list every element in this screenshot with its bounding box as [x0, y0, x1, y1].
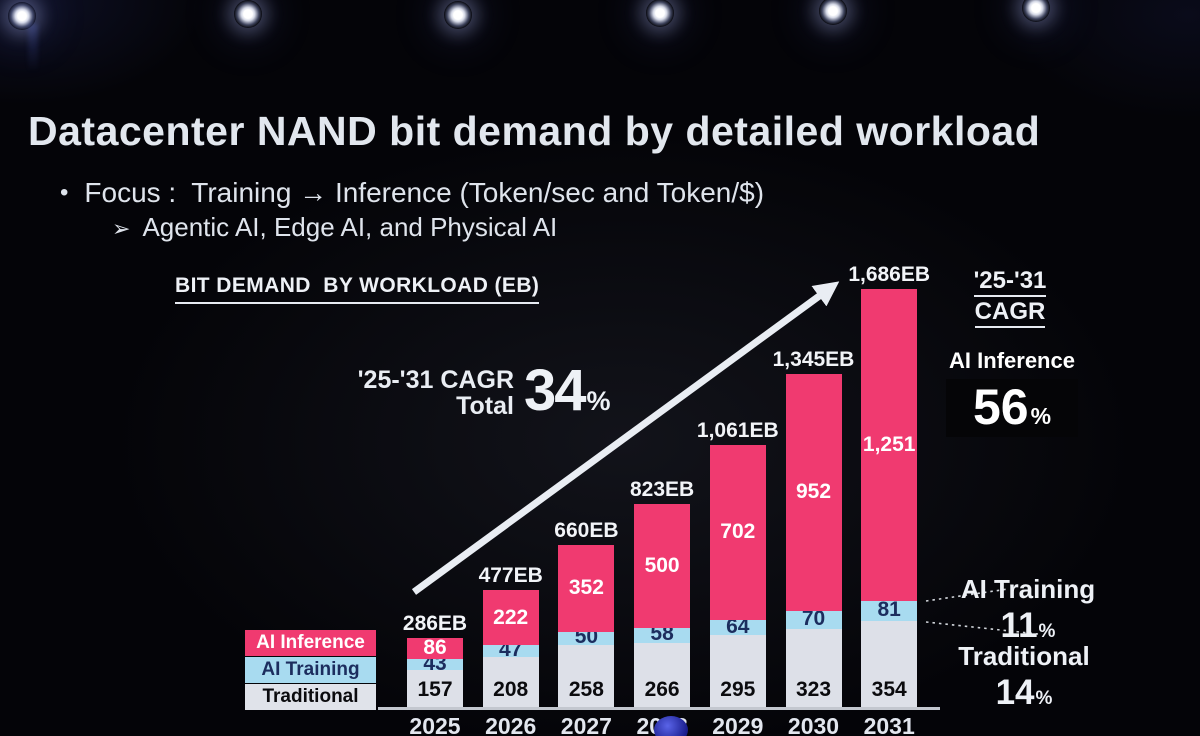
bar-total-label: 286EB [402, 611, 468, 635]
bar-segment-ai-training: 47 [482, 639, 539, 661]
slide-title: Datacenter NAND bit demand by detailed w… [28, 108, 1041, 154]
camera-lens-artifact [654, 716, 688, 736]
segment-value-label: 86 [423, 636, 447, 660]
stage-light-icon [8, 2, 36, 30]
sub-bullet-text: Agentic AI, Edge AI, and Physical AI [142, 212, 558, 242]
segment-value-label: 258 [568, 677, 604, 701]
stage-light-beam [28, 24, 38, 72]
x-axis-year-label: 2029 [712, 713, 764, 736]
bar-total-label: 477EB [478, 564, 543, 588]
segment-value-label: 70 [801, 606, 826, 630]
ai-inference-cagr-value: 56 % [946, 379, 1078, 437]
bar-total-label: 660EB [554, 518, 619, 542]
segment-value-label: 208 [493, 677, 529, 701]
segment-value-label: 58 [650, 622, 674, 646]
segment-value-label: 352 [568, 576, 604, 600]
arrowhead-bullet-icon: ➢ [112, 216, 131, 241]
bar-segment-ai-inference: 86 [407, 637, 463, 660]
bar-segment-ai-inference: 352 [558, 544, 615, 633]
bar-total-label: 1,345EB [772, 347, 855, 371]
ai-training-cagr-label: AI Training [960, 574, 1096, 604]
cagr-total-annotation: '25-'31 CAGR Total [328, 367, 514, 419]
cagr-total-label-line1: '25-'31 CAGR [357, 366, 514, 394]
segment-value-label: 1,251 [862, 432, 916, 456]
x-axis-year-label: 2031 [863, 713, 915, 736]
bar-segment-ai-inference: 1,251 [861, 288, 918, 601]
segment-value-label: 952 [795, 480, 832, 504]
cagr-total-value: 34 % [524, 357, 611, 424]
cagr-heading-line1: '25-'31 [973, 268, 1047, 297]
segment-value-label: 266 [644, 677, 680, 701]
segment-value-label: 81 [877, 597, 901, 621]
x-axis-year-label: 2026 [485, 713, 537, 736]
bar-segment-ai-training: 64 [709, 615, 766, 637]
x-axis-year-label: 2027 [560, 713, 612, 736]
percent-sign: % [1038, 621, 1056, 642]
x-axis-year-label: 2030 [787, 713, 840, 736]
segment-value-label: 323 [795, 677, 832, 701]
segment-value-label: 64 [726, 614, 750, 638]
ai-inference-cagr-box: AI Inference 56 % [938, 343, 1086, 445]
bar-segment-ai-inference: 222 [482, 590, 539, 646]
bar-segment-ai-inference: 500 [634, 503, 691, 629]
cagr-heading-line2: CAGR [974, 299, 1046, 328]
bar-segment-ai-training: 58 [634, 623, 691, 645]
stage-light-icon [444, 1, 472, 29]
ai-training-cagr-number: 11 [1000, 606, 1038, 645]
bar-segment-ai-inference: 952 [785, 373, 842, 612]
bar-segment-ai-inference: 702 [709, 444, 766, 620]
chart-legend: AI Inference AI Training Traditional [245, 630, 376, 711]
bar-total-label: 1,686EB [848, 262, 931, 286]
bar-segment-ai-training: 43 [407, 652, 463, 674]
percent-sign: % [1030, 403, 1052, 429]
x-axis-year-label: 2025 [409, 713, 461, 736]
segment-value-label: 354 [871, 677, 907, 701]
traditional-cagr-label: Traditional [958, 641, 1090, 671]
bar-total-label: 823EB [629, 477, 695, 501]
stage-light-icon [1022, 0, 1050, 22]
traditional-cagr-number: 14 [995, 673, 1035, 712]
percent-sign: % [1035, 688, 1053, 709]
bar-segment-traditional: 354 [861, 620, 918, 709]
x-axis-line [378, 707, 940, 710]
percent-sign: % [586, 386, 611, 416]
ai-inference-cagr-label: AI Inference [949, 348, 1075, 373]
legend-item-traditional: Traditional [245, 684, 376, 710]
bullet-text: Focus : Training → Inference (Token/sec … [84, 177, 765, 208]
bar-segment-traditional: 295 [709, 635, 766, 709]
bar-segment-ai-training: 70 [785, 607, 842, 629]
legend-item-ai-inference: AI Inference [245, 630, 376, 656]
bar-total-label: 1,061EB [696, 418, 779, 442]
bullet-icon: • [60, 179, 69, 206]
segment-value-label: 157 [417, 677, 453, 701]
cagr-total-label-line2: Total [456, 392, 514, 420]
ai-inference-cagr-number: 56 [972, 379, 1029, 435]
legend-item-ai-training: AI Training [245, 657, 376, 683]
chart-title: BIT DEMAND BY WORKLOAD (EB) [175, 274, 540, 304]
bar-segment-traditional: 157 [407, 669, 463, 709]
bar-segment-ai-training: 50 [558, 626, 615, 648]
ai-training-cagr: AI Training 11 % [938, 574, 1118, 646]
bar-segment-traditional: 323 [785, 628, 842, 709]
stage-light-icon [819, 0, 847, 25]
stage-light-icon [646, 0, 674, 27]
segment-value-label: 295 [720, 677, 756, 701]
cagr-heading: '25-'31 CAGR [930, 268, 1090, 330]
segment-value-label: 222 [493, 605, 529, 629]
sub-bullet-line: ➢ Agentic AI, Edge AI, and Physical AI [112, 212, 557, 243]
stage-light-icon [234, 0, 262, 28]
traditional-cagr: Traditional 14 % [934, 641, 1114, 713]
segment-value-label: 702 [720, 520, 756, 544]
cagr-total-number: 34 [524, 358, 586, 423]
segment-value-label: 500 [644, 553, 680, 577]
bar-segment-traditional: 208 [482, 657, 539, 709]
bar-segment-ai-training: 81 [861, 598, 918, 621]
bar-segment-traditional: 258 [558, 644, 615, 709]
bar-segment-traditional: 266 [634, 642, 691, 709]
bullet-line: • Focus : Training → Inference (Token/sec… [60, 177, 764, 209]
